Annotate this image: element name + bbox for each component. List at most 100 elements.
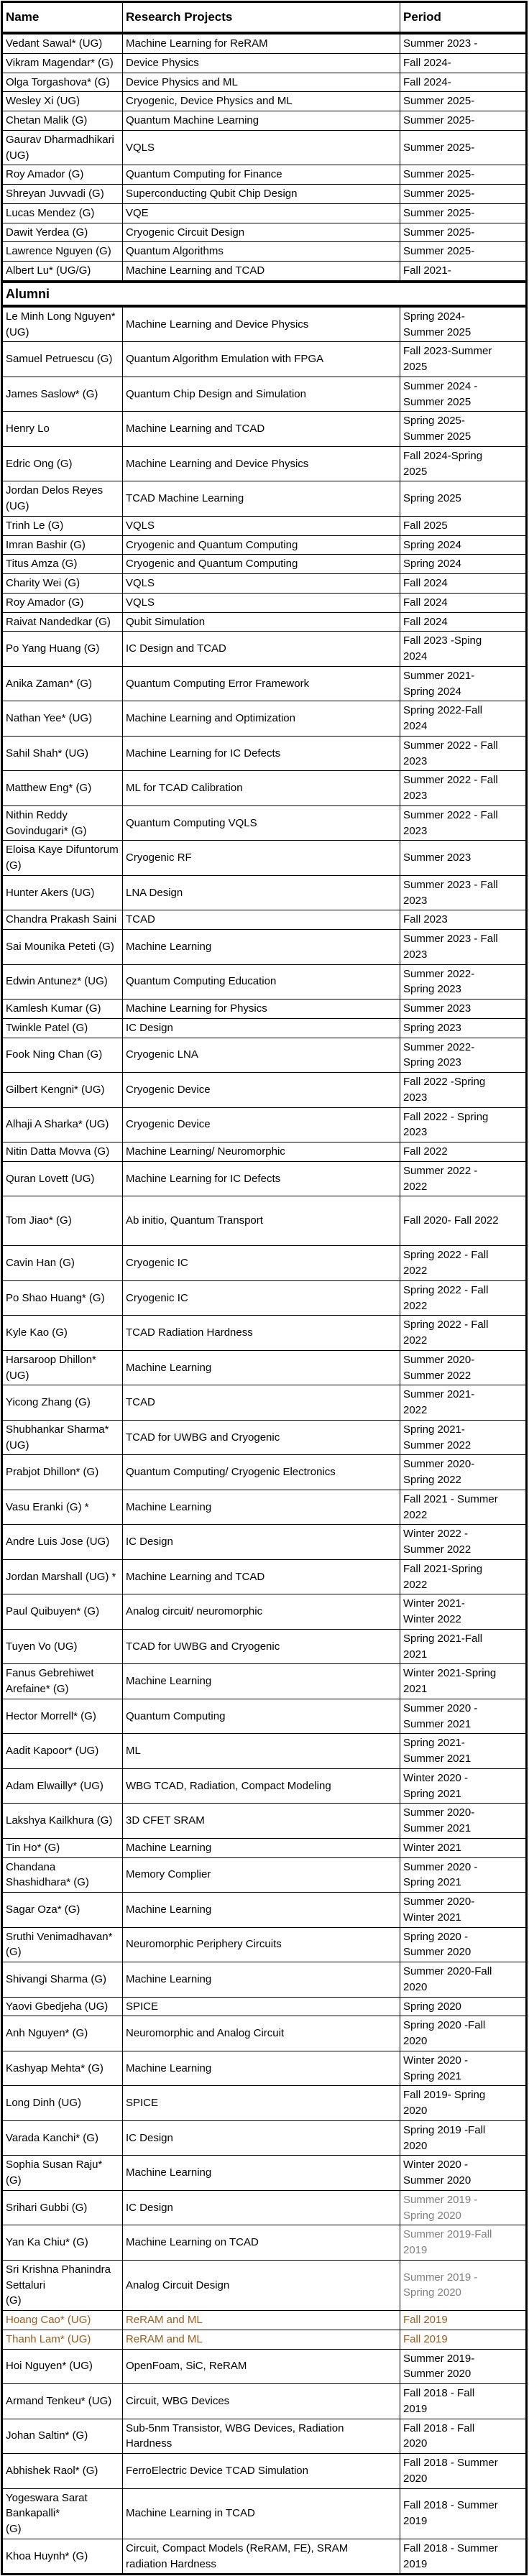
project-cell: Machine Learning (122, 929, 400, 965)
project-cell: ReRAM and ML (122, 2310, 400, 2330)
table-row: Olga Torgashova* (G) Device Physics and M… (1, 72, 527, 93)
name-cell: Lucas Mendez (G) (1, 203, 123, 223)
project-cell: Machine Learning for ReRAM (122, 32, 400, 54)
table-row: Lucas Mendez (G) VQE Summer 2025- (1, 203, 527, 223)
alumni-divider-row: Alumni (1, 280, 527, 308)
period-cell: Summer 2022 - 2022 (400, 1160, 527, 1197)
table-row: Tin Ho* (G) Machine Learning Winter 2021 (1, 1837, 527, 1858)
name-cell: Kashyap Mehta* (G) (1, 2050, 123, 2087)
name-cell: Cavin Han (G) (1, 1245, 123, 1281)
period-cell: Summer 2023 (400, 840, 527, 876)
project-cell: ML for TCAD Calibration (122, 770, 400, 806)
project-cell: Circuit, Compact Models (ReRAM, FE), SRA… (122, 2538, 400, 2575)
table-row: Sai Mounika Peteti (G) Machine Learning Su… (1, 929, 527, 965)
period-cell: Summer 2020-Fall 2020 (400, 1962, 527, 1998)
table-row: Kyle Kao (G) TCAD Radiation Hardness Sprin… (1, 1315, 527, 1351)
period-cell: Fall 2022 (400, 1142, 527, 1162)
project-cell: TCAD (122, 910, 400, 931)
project-cell: Device Physics and ML (122, 72, 400, 93)
project-cell: Quantum Algorithm Emulation with FPGA (122, 341, 400, 377)
project-cell: Machine Learning on TCAD (122, 2225, 400, 2261)
project-cell: Machine Learning (122, 2155, 400, 2191)
project-cell: IC Design (122, 2189, 400, 2226)
table-row: Gaurav Dharmadhikari (UG) VQLS Summer 2025… (1, 129, 527, 166)
project-cell: Machine Learning (122, 1349, 400, 1386)
period-cell: Summer 2023 - (400, 32, 527, 54)
name-cell: Johan Saltin* (G) (1, 2418, 123, 2455)
project-cell: VQLS (122, 129, 400, 166)
project-cell: Cryogenic and Quantum Computing (122, 535, 400, 555)
name-cell: Sri Krishna Phanindra Settaluri (G) (1, 2259, 123, 2312)
name-cell: Po Yang Huang (G) (1, 631, 123, 667)
project-cell: Cryogenic IC (122, 1245, 400, 1281)
table-row: Prabjot Dhillon* (G) Quantum Computing/ C… (1, 1454, 527, 1490)
name-cell: Yicong Zhang (G) (1, 1385, 123, 1421)
period-cell: Fall 2022 -Spring 2023 (400, 1072, 527, 1108)
project-cell: Machine Learning (122, 1962, 400, 1998)
period-cell: Spring 2021- Summer 2022 (400, 1419, 527, 1456)
project-cell: Analog Circuit Design (122, 2259, 400, 2312)
table-row: Edwin Antunez* (UG) Quantum Computing Edu… (1, 964, 527, 1000)
period-cell: Spring 2025 (400, 481, 527, 517)
name-cell: Raivat Nandedkar (G) (1, 611, 123, 632)
name-cell: Shivangi Sharma (G) (1, 1962, 123, 1998)
period-cell: Summer 2025- (400, 203, 527, 223)
table-row: Aadit Kapoor* (UG) ML Spring 2021- Summer … (1, 1733, 527, 1769)
name-cell: Samuel Petruescu (G) (1, 341, 123, 377)
period-cell: Summer 2020- Winter 2021 (400, 1892, 527, 1928)
period-cell: Fall 2021 - Summer 2022 (400, 1489, 527, 1525)
project-cell: Machine Learning (122, 1837, 400, 1858)
project-cell: Analog circuit/ neuromorphic (122, 1594, 400, 1630)
column-header-name: Name (1, 1, 123, 34)
name-cell: Eloisa Kaye Difuntorum (G) (1, 840, 123, 876)
name-cell: Le Minh Long Nguyen* (UG) (1, 305, 123, 343)
name-cell: Titus Amza (G) (1, 554, 123, 575)
period-cell: Spring 2020 (400, 1996, 527, 2017)
table-row: Paul Quibuyen* (G) Analog circuit/ neurom… (1, 1594, 527, 1630)
name-cell: Adam Elwailly* (UG) (1, 1768, 123, 1804)
project-cell: Circuit, WBG Devices (122, 2383, 400, 2419)
project-cell: Cryogenic LNA (122, 1037, 400, 1074)
table-row: Yan Ka Chiu* (G) Machine Learning on TCAD… (1, 2225, 527, 2261)
table-row: Wesley Xi (UG) Cryogenic, Device Physics … (1, 91, 527, 111)
project-cell: FerroElectric Device TCAD Simulation (122, 2453, 400, 2489)
period-cell: Spring 2023 (400, 1017, 527, 1038)
table-row: Anh Nguyen* (G) Neuromorphic and Analog C… (1, 2016, 527, 2051)
table-row: Samuel Petruescu (G) Quantum Algorithm Em… (1, 341, 527, 377)
period-cell: Winter 2020 - Spring 2021 (400, 2050, 527, 2087)
period-cell: Summer 2025- (400, 111, 527, 131)
period-cell: Summer 2025- (400, 222, 527, 243)
period-cell: Winter 2020 - Summer 2020 (400, 2155, 527, 2191)
project-cell: Machine Learning and Device Physics (122, 305, 400, 343)
project-cell: Cryogenic, Device Physics and ML (122, 91, 400, 111)
project-cell: IC Design and TCAD (122, 631, 400, 667)
name-cell: Sai Mounika Peteti (G) (1, 929, 123, 965)
period-cell: Spring 2020 - Summer 2020 (400, 1926, 527, 1963)
project-cell: Machine Learning and TCAD (122, 1559, 400, 1595)
table-row: James Saslow* (G) Quantum Chip Design and… (1, 376, 527, 412)
period-cell: Summer 2019 - Spring 2020 (400, 2189, 527, 2226)
name-cell: Quran Lovett (UG) (1, 1160, 123, 1197)
period-cell: Summer 2020- Summer 2022 (400, 1349, 527, 1386)
table-row: Anika Zaman* (G) Quantum Computing Error … (1, 665, 527, 702)
period-cell: Fall 2021-Spring 2022 (400, 1559, 527, 1595)
table-row: Sophia Susan Raju* (G) Machine Learning Wi… (1, 2155, 527, 2191)
project-cell: Ab initio, Quantum Transport (122, 1196, 400, 1247)
period-cell: Summer 2022 - Fall 2023 (400, 770, 527, 806)
name-cell: Prabjot Dhillon* (G) (1, 1454, 123, 1490)
name-cell: Khoa Huynh* (G) (1, 2538, 123, 2575)
project-cell: Machine Learning and TCAD (122, 260, 400, 282)
name-cell: Sophia Susan Raju* (G) (1, 2155, 123, 2191)
project-cell: Machine Learning (122, 1489, 400, 1525)
project-cell: IC Design (122, 2120, 400, 2156)
name-cell: Yogeswara Sarat Bankapalli* (G) (1, 2488, 123, 2539)
table-row: Adam Elwailly* (UG) WBG TCAD, Radiation, … (1, 1768, 527, 1804)
table-row: Shubhankar Sharma* (UG) TCAD for UWBG and… (1, 1419, 527, 1456)
period-cell: Fall 2024- (400, 72, 527, 93)
name-cell: Sahil Shah* (UG) (1, 735, 123, 772)
project-cell: VQLS (122, 573, 400, 594)
project-cell: IC Design (122, 1017, 400, 1038)
table-row: Jordan Marshall (UG) * Machine Learning a… (1, 1559, 527, 1595)
table-row: Tuyen Vo (UG) TCAD for UWBG and Cryogenic… (1, 1628, 527, 1665)
table-row: Tom Jiao* (G) Ab initio, Quantum Transpor… (1, 1196, 527, 1247)
